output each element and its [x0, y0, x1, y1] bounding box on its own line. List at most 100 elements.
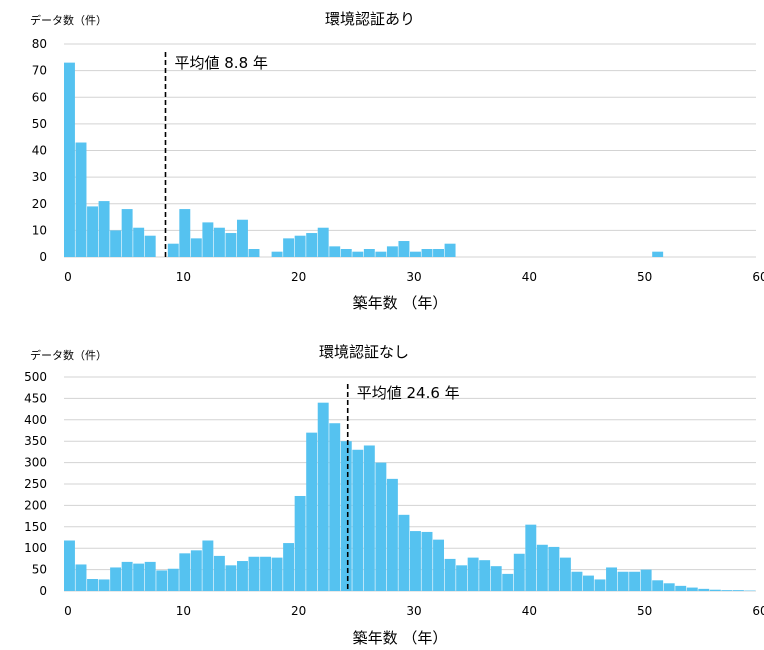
without-cert-x-tick-label: 0: [64, 604, 72, 618]
with-cert-bar: [306, 233, 318, 257]
without-cert-bar: [398, 514, 410, 591]
without-cert-bar: [410, 531, 421, 591]
without-cert-bar: [144, 561, 156, 591]
with-cert-bar: [237, 219, 248, 257]
without-cert-y-tick-label: 500: [24, 370, 47, 384]
without-cert-bar: [87, 579, 98, 591]
without-cert-bar: [698, 588, 710, 591]
without-cert-x-tick-label: 10: [176, 604, 191, 618]
without-cert-bar: [456, 565, 468, 591]
with-cert-x-tick-label: 50: [637, 270, 652, 284]
with-cert-mean-label: 平均値 8.8 年: [174, 54, 267, 72]
without-cert-bar: [709, 589, 721, 591]
without-cert-bar: [617, 571, 629, 591]
without-cert-bar: [340, 441, 352, 591]
without-cert-y-tick-label: 350: [24, 434, 47, 448]
without-cert-bar: [525, 524, 537, 591]
without-cert-bar: [732, 590, 744, 591]
without-cert-bar: [179, 553, 191, 591]
without-cert-bar: [606, 567, 617, 591]
without-cert-bar: [213, 555, 225, 591]
without-cert-bar: [421, 531, 433, 591]
with-cert-bar: [317, 227, 329, 257]
with-cert-bar: [352, 251, 364, 257]
without-cert-bar: [571, 571, 583, 591]
without-cert-y-tick-label: 100: [24, 541, 47, 555]
with-cert-y-tick-label: 80: [32, 37, 47, 51]
without-cert-bar: [237, 561, 248, 591]
without-cert-bar: [652, 580, 664, 591]
with-cert-bar: [421, 249, 433, 257]
with-cert-x-tick-label: 20: [291, 270, 306, 284]
without-cert-bar: [64, 540, 75, 591]
with-cert-y-tick-label: 70: [32, 64, 47, 78]
with-cert-bar: [444, 243, 456, 257]
without-cert-bar: [663, 583, 675, 591]
with-cert-y-tick-label: 0: [39, 250, 47, 264]
without-cert-bar: [675, 585, 687, 591]
without-cert-bar: [202, 540, 214, 591]
without-cert-bar: [502, 573, 514, 591]
with-cert-bar: [133, 227, 145, 257]
without-cert-bar: [583, 575, 594, 591]
without-cert-mean-label: 平均値 24.6 年: [357, 384, 460, 402]
without-cert-bar: [352, 449, 364, 591]
without-cert-chart-title: 環境認証なし: [319, 343, 409, 361]
without-cert-bar: [559, 557, 571, 591]
with-cert-bar: [190, 238, 202, 257]
without-cert-bar: [444, 558, 456, 591]
without-cert-y-tick-label: 400: [24, 413, 47, 427]
with-cert-bar: [375, 251, 387, 257]
with-cert-y-tick-label: 20: [32, 197, 47, 211]
without-cert-y-tick-label: 250: [24, 477, 47, 491]
with-cert-chart-title: 環境認証あり: [325, 10, 415, 28]
without-cert-x-tick-label: 50: [637, 604, 652, 618]
without-cert-y-tick-label: 50: [32, 563, 47, 577]
without-cert-bar: [271, 557, 283, 591]
without-cert-bar: [629, 571, 641, 591]
with-cert-bar: [225, 233, 237, 257]
with-cert-x-tick-label: 10: [176, 270, 191, 284]
with-cert-bar: [144, 235, 156, 257]
without-cert-bar: [190, 550, 202, 591]
without-cert-bar: [375, 462, 387, 591]
with-cert-bar: [398, 241, 410, 257]
without-cert-bar: [133, 563, 145, 591]
without-cert-y-tick-label: 0: [39, 584, 47, 598]
with-cert-bar: [87, 206, 98, 257]
without-cert-bar: [75, 564, 87, 591]
with-cert-bar: [248, 249, 260, 257]
with-cert-bar: [329, 246, 341, 257]
with-cert-x-tick-label: 60: [752, 270, 764, 284]
without-cert-x-axis-label: 築年数 （年）: [353, 629, 448, 647]
without-cert-bar: [260, 556, 271, 591]
without-cert-bar: [283, 543, 295, 591]
without-cert-bar: [225, 565, 237, 591]
with-cert-y-tick-label: 60: [32, 90, 47, 104]
with-cert-bar: [121, 209, 133, 257]
with-cert-bar: [110, 230, 122, 257]
with-cert-x-tick-label: 40: [522, 270, 537, 284]
with-cert-bar: [340, 249, 352, 257]
with-cert-bar: [386, 246, 398, 257]
without-cert-bar: [110, 567, 122, 591]
without-cert-bar: [548, 546, 560, 591]
without-cert-y-axis-label: データ数（件）: [30, 348, 107, 362]
with-cert-y-axis-label: データ数（件）: [30, 13, 107, 27]
without-cert-bar: [294, 495, 306, 591]
with-cert-bar: [410, 251, 421, 257]
with-cert-y-tick-label: 10: [32, 223, 47, 237]
without-cert-bar: [317, 402, 329, 591]
with-cert-bar: [202, 222, 214, 257]
without-cert-bar: [686, 587, 698, 591]
without-cert-bar: [306, 432, 318, 591]
with-cert-bar: [652, 251, 664, 257]
without-cert-bar: [156, 570, 168, 591]
without-cert-bar: [490, 566, 502, 591]
without-cert-x-tick-label: 30: [406, 604, 421, 618]
without-cert-bar: [329, 423, 341, 591]
without-cert-x-tick-label: 60: [752, 604, 764, 618]
with-cert-x-tick-label: 30: [406, 270, 421, 284]
without-cert-bar: [248, 556, 260, 591]
